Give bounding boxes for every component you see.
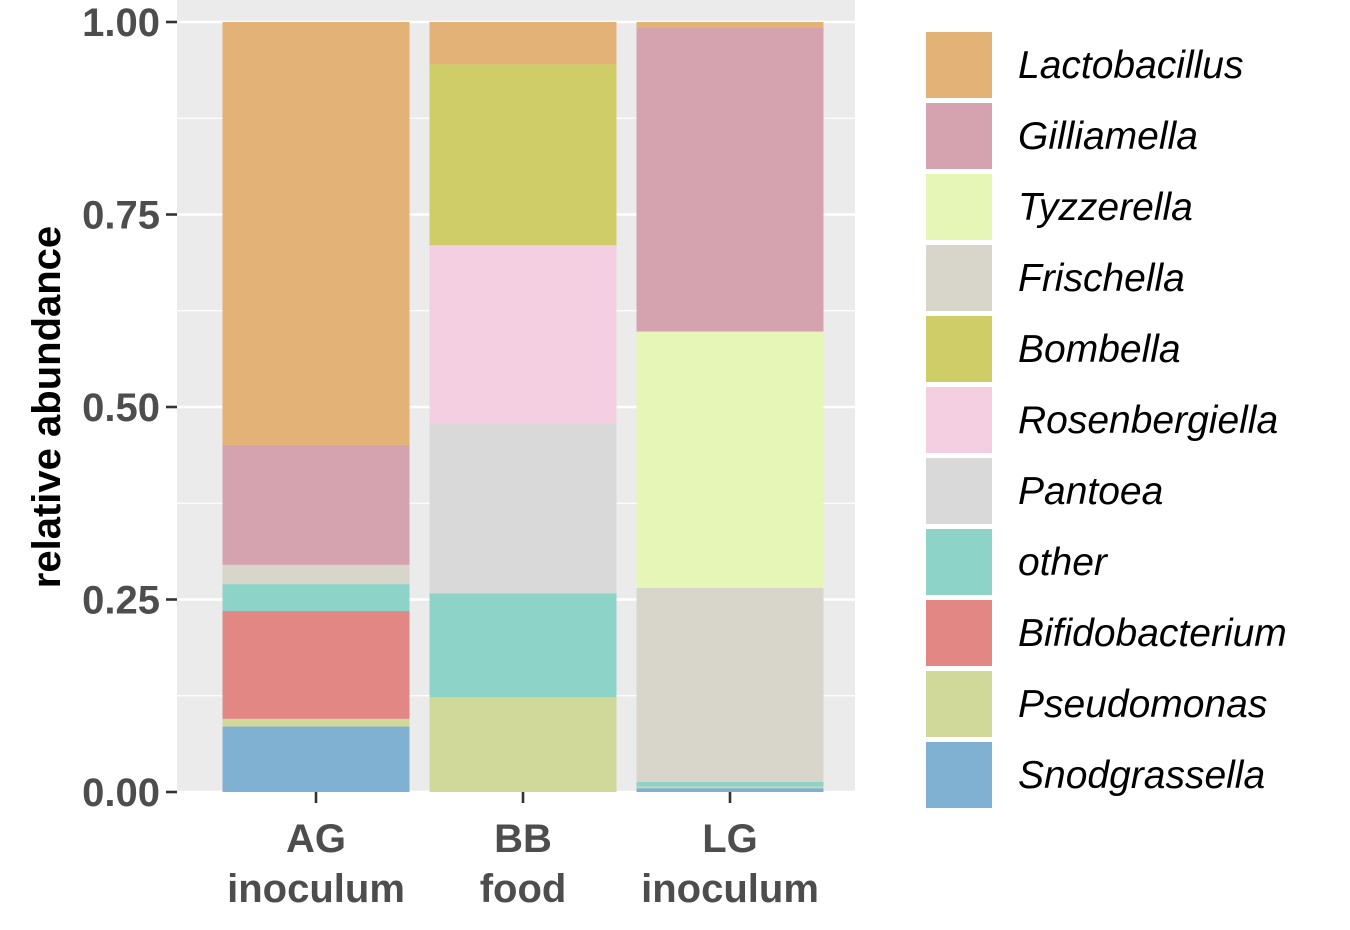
x-tick-label: inoculum xyxy=(227,867,405,911)
bar-segment xyxy=(222,22,410,446)
x-tick-label: inoculum xyxy=(641,867,819,911)
y-tick-label: 0.00 xyxy=(82,771,160,815)
bar-segment xyxy=(222,611,410,719)
y-tick-label: 0.50 xyxy=(82,386,160,430)
y-axis-title: relative abundance xyxy=(25,226,69,588)
legend-label: Lactobacillus xyxy=(1018,44,1243,87)
bar-stack-1 xyxy=(429,22,617,792)
y-axis: 0.00 0.25 0.50 0.75 1.00 xyxy=(82,1,177,815)
bar-segment xyxy=(429,697,617,792)
legend-label: Rosenbergiella xyxy=(1018,399,1278,442)
bar-stack-2 xyxy=(636,22,824,792)
legend-key xyxy=(926,32,992,98)
bar-segment xyxy=(636,331,824,588)
legend-label: Tyzzerella xyxy=(1018,186,1193,229)
bar-segment xyxy=(636,786,824,789)
legend: Lactobacillus Gilliamella Tyzzerella Frisch… xyxy=(926,32,1287,808)
bar-segment xyxy=(636,27,824,332)
bar-segment xyxy=(429,423,617,594)
bar-segment xyxy=(429,245,617,424)
bar-segment xyxy=(636,22,824,28)
legend-key xyxy=(926,174,992,240)
legend-key xyxy=(926,600,992,666)
bar-segment xyxy=(222,445,410,565)
legend-key xyxy=(926,316,992,382)
bar-segment xyxy=(636,788,824,792)
y-tick-label: 1.00 xyxy=(82,1,160,45)
x-tick-label: food xyxy=(480,867,567,911)
x-axis: AG inoculum BB food LG inoculum xyxy=(227,792,819,911)
x-tick-label: BB xyxy=(494,817,552,861)
legend-label: other xyxy=(1018,541,1109,584)
legend-key xyxy=(926,245,992,311)
bar-segment xyxy=(429,22,617,65)
legend-key xyxy=(926,671,992,737)
bar-segment xyxy=(636,587,824,782)
legend-label: Bombella xyxy=(1018,328,1181,371)
legend-key xyxy=(926,458,992,524)
bar-segment xyxy=(429,593,617,698)
legend-key xyxy=(926,103,992,169)
legend-label: Bifidobacterium xyxy=(1018,612,1287,655)
bar-stack-0 xyxy=(222,22,410,792)
legend-key xyxy=(926,742,992,808)
bar-segment xyxy=(222,726,410,792)
y-tick-label: 0.75 xyxy=(82,194,160,238)
bar-segment xyxy=(636,781,824,787)
x-tick-label: LG xyxy=(702,817,758,861)
bar-segment xyxy=(222,718,410,727)
legend-label: Pseudomonas xyxy=(1018,683,1267,726)
x-tick-label: AG xyxy=(286,817,346,861)
y-tick-label: 0.25 xyxy=(82,579,160,623)
legend-label: Pantoea xyxy=(1018,470,1163,513)
legend-label: Gilliamella xyxy=(1018,115,1198,158)
legend-key xyxy=(926,387,992,453)
legend-label: Frischella xyxy=(1018,257,1185,300)
bar-stacks xyxy=(222,22,824,792)
bar-segment xyxy=(222,564,410,585)
bar-segment xyxy=(222,584,410,612)
legend-key xyxy=(926,529,992,595)
bar-segment xyxy=(429,64,617,246)
legend-label: Snodgrassella xyxy=(1018,754,1265,797)
